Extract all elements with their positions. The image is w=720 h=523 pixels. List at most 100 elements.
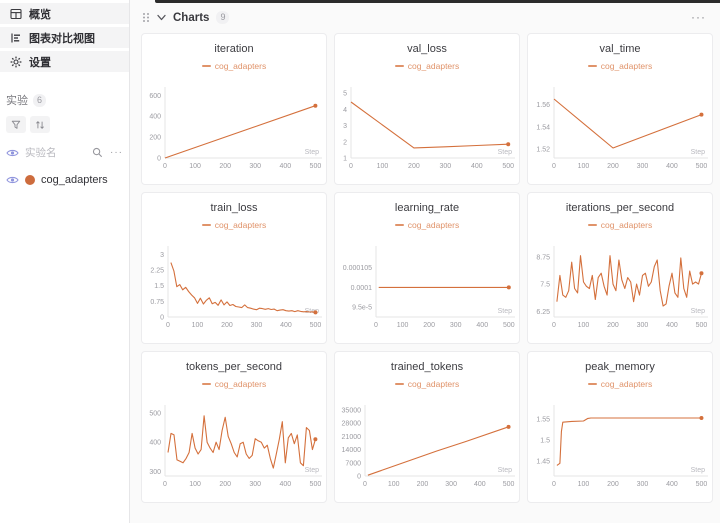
x-axis-label: Step (691, 149, 706, 156)
chart-card[interactable]: val_time cog_adapters 1.52 1.54 1.56 0 100 200 3… (527, 33, 713, 185)
legend-series-label: cog_adapters (407, 379, 460, 389)
svg-text:100: 100 (578, 322, 590, 329)
chart-plot: 0 200 400 600 0 100 200 300 400 500 Step (149, 87, 322, 170)
svg-text:300: 300 (637, 322, 649, 329)
eye-icon[interactable] (6, 175, 19, 185)
legend-series-label: cog_adapters (407, 220, 460, 230)
chart-plot: 1 2 3 4 5 0 100 200 300 400 500 Step (343, 87, 515, 170)
chart-card[interactable]: iterations_per_second cog_adapters 6.25 7.5… (527, 192, 713, 344)
experiment-name: cog_adapters (41, 174, 108, 186)
sidebar-item-label: 图表对比视图 (29, 32, 95, 45)
chart-legend: cog_adapters (528, 220, 712, 230)
svg-text:0: 0 (552, 163, 556, 170)
legend-line-swatch (587, 224, 597, 226)
legend-series-label: cog_adapters (214, 61, 267, 71)
svg-text:400: 400 (476, 322, 488, 329)
svg-text:0: 0 (363, 481, 367, 488)
svg-text:500: 500 (503, 322, 515, 329)
svg-text:21000: 21000 (342, 434, 362, 441)
svg-text:500: 500 (503, 481, 515, 488)
eye-icon[interactable] (6, 148, 19, 158)
chart-title: val_time (599, 43, 641, 55)
chart-card[interactable]: trained_tokens cog_adapters 0 7000 14000 2100… (334, 351, 520, 503)
svg-text:400: 400 (280, 322, 292, 329)
svg-text:500: 500 (696, 322, 708, 329)
svg-text:100: 100 (388, 481, 400, 488)
search-icon[interactable] (92, 147, 103, 158)
chart-legend: cog_adapters (335, 379, 519, 389)
chart-plot: 6.25 7.5 8.75 0 100 200 300 400 500 Step (536, 246, 708, 329)
svg-text:0.000105: 0.000105 (343, 265, 372, 272)
chart-legend: cog_adapters (142, 220, 326, 230)
charts-count-badge: 9 (216, 11, 230, 24)
filter-button[interactable] (6, 116, 26, 133)
chevron-down-icon[interactable] (157, 14, 166, 21)
svg-text:500: 500 (696, 163, 708, 170)
sidebar-item-chart-compare[interactable]: 图表对比视图 (0, 27, 129, 48)
sort-button[interactable] (30, 116, 50, 133)
legend-line-swatch (394, 224, 404, 226)
svg-text:200: 200 (221, 322, 233, 329)
x-axis-label: Step (305, 467, 320, 474)
more-options-button[interactable]: ··· (691, 10, 706, 24)
chart-compare-icon (11, 33, 20, 42)
svg-text:0: 0 (552, 322, 556, 329)
legend-series-label: cog_adapters (600, 379, 653, 389)
svg-text:500: 500 (310, 322, 322, 329)
svg-text:6.25: 6.25 (536, 309, 550, 316)
svg-text:14000: 14000 (342, 447, 362, 454)
chart-title: tokens_per_second (185, 361, 282, 373)
legend-line-swatch (201, 224, 211, 226)
chart-plot: 1.45 1.5 1.55 0 100 200 300 400 500 Step (536, 405, 708, 488)
charts-group-title: Charts (173, 11, 210, 24)
legend-line-swatch (587, 383, 597, 385)
svg-text:1.45: 1.45 (536, 459, 550, 466)
svg-text:400: 400 (666, 322, 678, 329)
experiment-name-filter-row: 实验名 ··· (6, 145, 129, 160)
svg-text:1.5: 1.5 (540, 438, 550, 445)
chart-legend: cog_adapters (528, 61, 712, 71)
chart-title: learning_rate (394, 202, 460, 214)
experiment-tools (6, 116, 129, 133)
experiment-list-item[interactable]: cog_adapters (6, 174, 129, 186)
svg-text:400: 400 (279, 163, 291, 170)
legend-series-label: cog_adapters (600, 220, 653, 230)
svg-text:100: 100 (189, 481, 201, 488)
svg-text:400: 400 (149, 114, 161, 121)
sidebar-item-label: 概览 (29, 8, 51, 21)
chart-card[interactable]: iteration cog_adapters 0 200 400 600 0 100 200 30… (141, 33, 327, 185)
chart-card[interactable]: tokens_per_second cog_adapters 300 400 500 0 1… (141, 351, 327, 503)
chart-title: train_loss (210, 202, 258, 214)
svg-text:7000: 7000 (345, 460, 361, 467)
svg-text:1.52: 1.52 (536, 147, 550, 154)
svg-text:600: 600 (149, 93, 161, 100)
svg-text:100: 100 (377, 163, 389, 170)
experiments-section-header: 实验 6 (6, 92, 129, 108)
svg-text:0.0001: 0.0001 (351, 285, 373, 292)
svg-text:0.75: 0.75 (150, 299, 164, 306)
chart-card[interactable]: peak_memory cog_adapters 1.45 1.5 1.55 0 100 20… (527, 351, 713, 503)
chart-title: iteration (214, 43, 254, 55)
experiment-name-label: 实验名 (25, 147, 57, 159)
svg-text:0: 0 (163, 163, 167, 170)
svg-text:100: 100 (578, 163, 590, 170)
chart-card[interactable]: learning_rate cog_adapters 9.5e-5 0.0001 0.0… (334, 192, 520, 344)
svg-text:300: 300 (251, 322, 263, 329)
experiment-list-more-button[interactable]: ··· (110, 146, 123, 158)
x-axis-label: Step (498, 149, 513, 156)
chart-plot: 9.5e-5 0.0001 0.000105 0 100 200 300 400 500 Step (343, 246, 515, 329)
legend-line-swatch (587, 65, 597, 67)
drag-handle-icon[interactable] (142, 12, 150, 23)
svg-text:1.5: 1.5 (154, 283, 164, 290)
charts-group-header: Charts 9 (142, 11, 230, 24)
chart-card[interactable]: train_loss cog_adapters 0 0.75 1.5 2.25 3 0 100 2… (141, 192, 327, 344)
svg-text:1.54: 1.54 (536, 124, 550, 131)
svg-text:200: 200 (607, 481, 619, 488)
sidebar-item-settings[interactable]: 设置 (0, 51, 129, 72)
chart-card[interactable]: val_loss cog_adapters 1 2 3 4 5 0 100 200 300 400 50… (334, 33, 520, 185)
experiments-count-badge: 6 (33, 93, 47, 107)
sidebar-item-overview[interactable]: 概览 (0, 3, 129, 24)
svg-text:1: 1 (343, 156, 347, 163)
charts-grid: iteration cog_adapters 0 200 400 600 0 100 200 30… (141, 33, 713, 503)
